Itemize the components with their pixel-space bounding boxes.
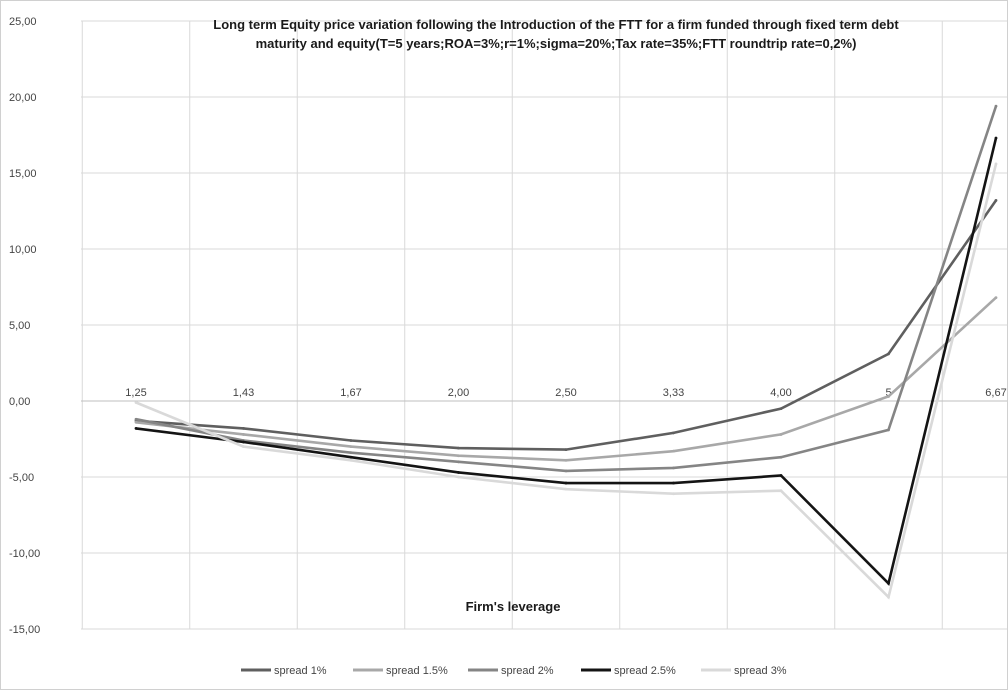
data-point [564,448,568,452]
data-point [564,469,568,473]
data-point [887,595,890,599]
chart-title-line: Long term Equity price variation followi… [213,17,899,32]
x-axis-label: Firm's leverage [466,599,561,614]
data-point [779,433,783,436]
y-tick-label: -10,00 [9,548,40,560]
data-point [994,136,998,140]
x-tick-label: 1,67 [340,387,361,399]
data-point [349,445,353,448]
data-point [887,582,890,585]
y-tick-label: 20,00 [9,92,37,104]
legend-entry-label: spread 1% [274,665,327,677]
x-tick-label: 6,67 [985,387,1006,399]
data-point [564,481,568,485]
data-point [349,451,353,455]
data-point [779,407,783,410]
legend-entry-label: spread 2.5% [614,665,676,677]
chart-title-line: maturity and equity(T=5 years;ROA=3%;r=1… [256,36,857,51]
legend-entry-label: spread 3% [734,665,787,677]
x-tick-label: 4,00 [770,387,791,399]
data-point [242,426,245,430]
data-point [457,454,460,458]
data-point [994,296,998,300]
y-tick-label: -5,00 [9,472,34,484]
data-point [349,455,353,459]
data-point [242,440,245,444]
data-point [457,471,460,474]
data-point [672,431,675,435]
y-tick-label: 0,00 [9,396,30,408]
x-tick-label: 5 [885,387,891,399]
data-point [242,445,245,448]
x-tick-label: 2,00 [448,387,469,399]
data-point [672,449,675,453]
x-tick-label: 2,50 [555,387,576,399]
data-point [457,475,460,479]
data-point [779,474,783,477]
data-point [994,104,998,108]
x-tick-label: 3,33 [663,387,684,399]
data-point [779,489,783,493]
y-tick-label: 5,00 [9,320,30,332]
x-tick-label: 1,43 [233,387,254,399]
data-point [779,455,783,459]
data-point [349,439,353,442]
legend-entry-label: spread 2% [501,665,554,677]
data-point [887,352,890,356]
data-point [994,198,998,202]
data-point [564,487,568,491]
data-point [672,466,675,470]
data-point [134,426,138,430]
data-point [994,162,998,166]
series-line-5 [135,163,998,600]
x-tick-label: 1,25 [125,387,146,399]
legend-entry-label: spread 1.5% [386,665,448,677]
data-point [672,492,675,496]
series-line-3 [135,105,998,473]
data-point [887,395,890,398]
data-point [134,417,138,421]
data-point [242,433,245,436]
data-point [134,401,138,404]
y-tick-label: -15,00 [9,624,40,636]
y-tick-label: 25,00 [9,16,37,28]
y-tick-label: 10,00 [9,244,37,256]
data-point [349,458,353,462]
data-point [564,458,568,462]
data-point [134,420,138,424]
data-point [457,446,460,450]
series-line-4 [135,137,998,586]
data-point [887,428,890,432]
data-point [672,481,675,485]
y-tick-label: 15,00 [9,168,37,180]
data-point [457,460,460,464]
